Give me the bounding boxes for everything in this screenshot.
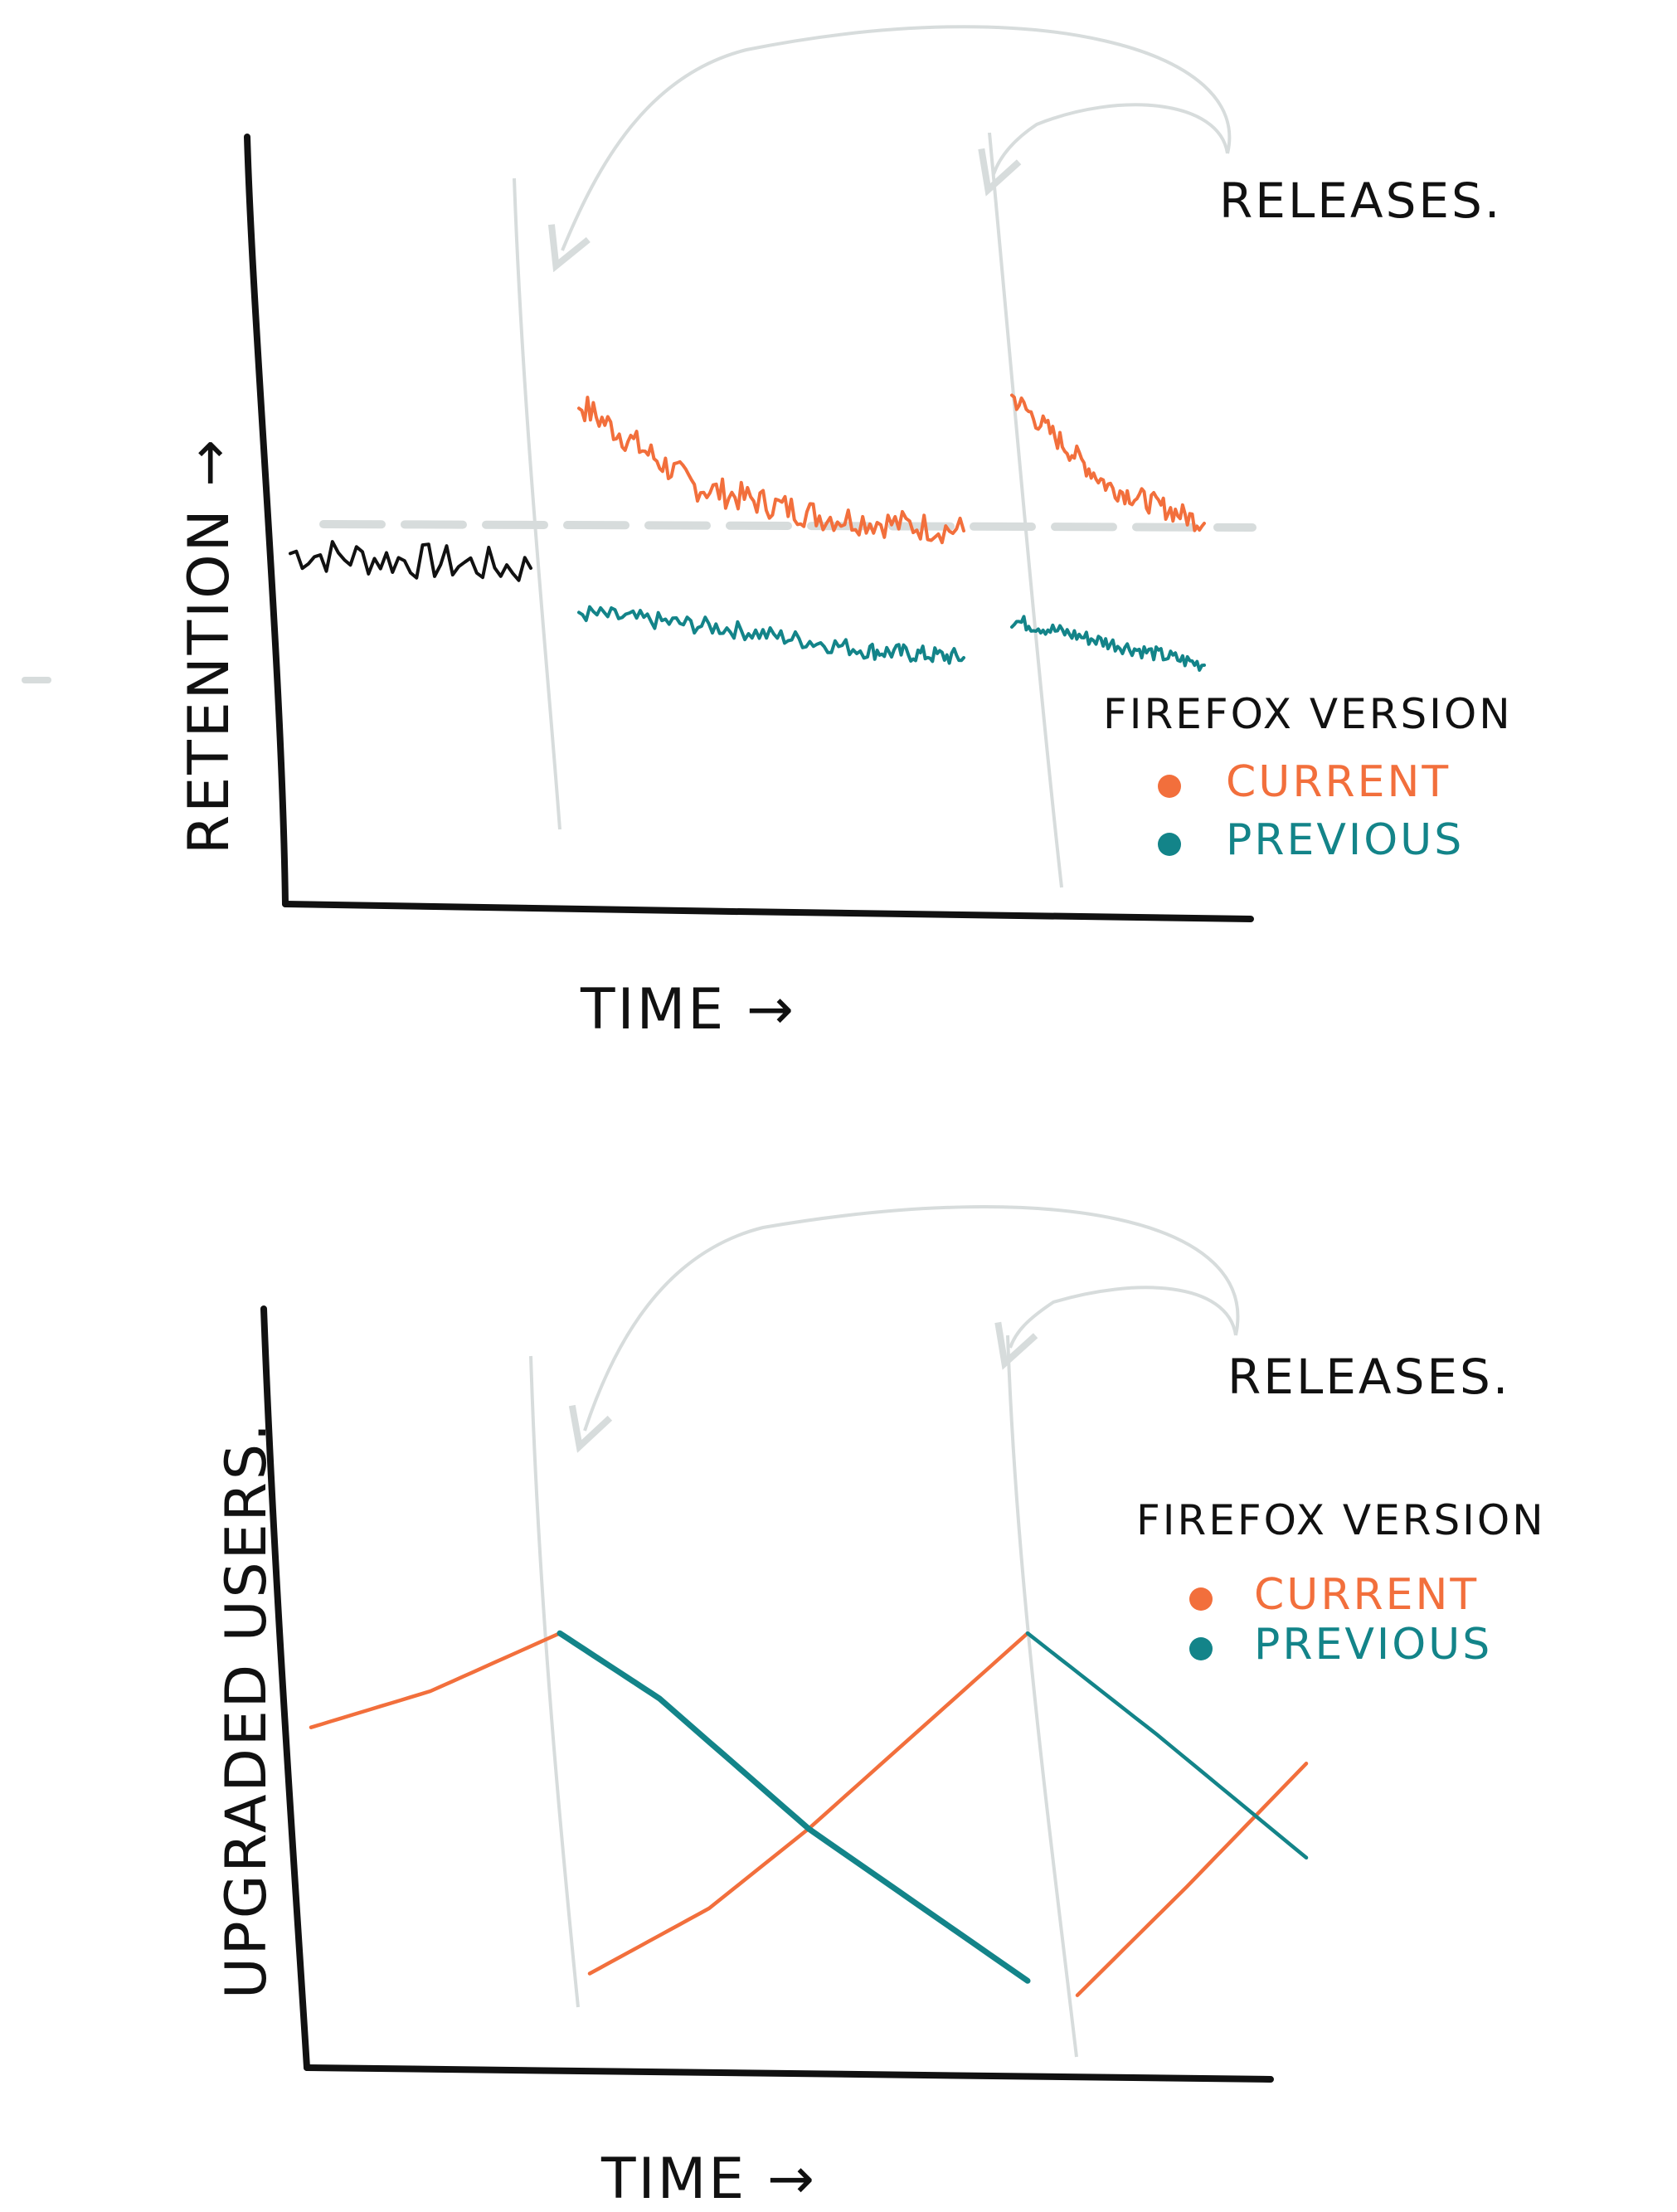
series-line-previous [1010,615,1206,672]
chart-series-group [289,393,1206,672]
x-axis-label: TIME → [600,2146,817,2212]
series-line-previous [1025,1631,1309,1860]
series-line-previous [557,1630,1031,1984]
legend-entry-current: CURRENT [1254,1570,1479,1620]
releases-annotation: RELEASES. [1227,1349,1510,1405]
x-axis [282,901,1254,922]
legend-dot-icon [1158,775,1181,798]
legend-entry-previous: PREVIOUS [1226,815,1464,865]
series-line-current [587,1631,1030,1976]
retention-chart: RETENTION → TIME → RELEASES. FIREFOX VER… [177,25,1513,1043]
baseline-dashed [319,520,1257,532]
legend-entry-current: CURRENT [1226,757,1451,807]
series-line-current [1010,393,1206,532]
series-line-current [309,1631,562,1729]
y-axis [244,134,289,907]
upgraded-users-chart: UPGRADED USERS. TIME → RELEASES. FIREFOX… [214,1205,1546,2212]
release-line [529,1355,580,2008]
curved-arrow-icon [994,103,1229,174]
legend-dot-icon [1158,833,1181,856]
legend-dot-icon [1189,1637,1213,1660]
y-axis [260,1305,310,2071]
x-axis [304,2064,1274,2083]
y-axis-label: RETENTION → [177,437,242,854]
legend-dot-icon [1189,1587,1213,1611]
series-line-current [577,396,965,545]
y-axis-label: UPGRADED USERS. [214,1421,280,1999]
legend-title: FIREFOX VERSION [1103,690,1513,738]
curved-arrow-icon [562,25,1232,250]
legend-title: FIREFOX VERSION [1136,1496,1546,1544]
legend-entry-previous: PREVIOUS [1254,1620,1492,1670]
curved-arrow-icon [1010,1286,1237,1348]
release-line [988,132,1063,888]
series-line-previous [577,605,965,665]
release-line [513,177,561,830]
release-line [1006,1334,1078,2058]
series-line-current [1075,1762,1309,1997]
series-line-pre_release [289,540,532,582]
releases-annotation: RELEASES. [1219,173,1502,229]
curved-arrow-icon [585,1205,1240,1431]
x-axis-label: TIME → [580,977,796,1043]
chart-series-group [309,1630,1309,1997]
